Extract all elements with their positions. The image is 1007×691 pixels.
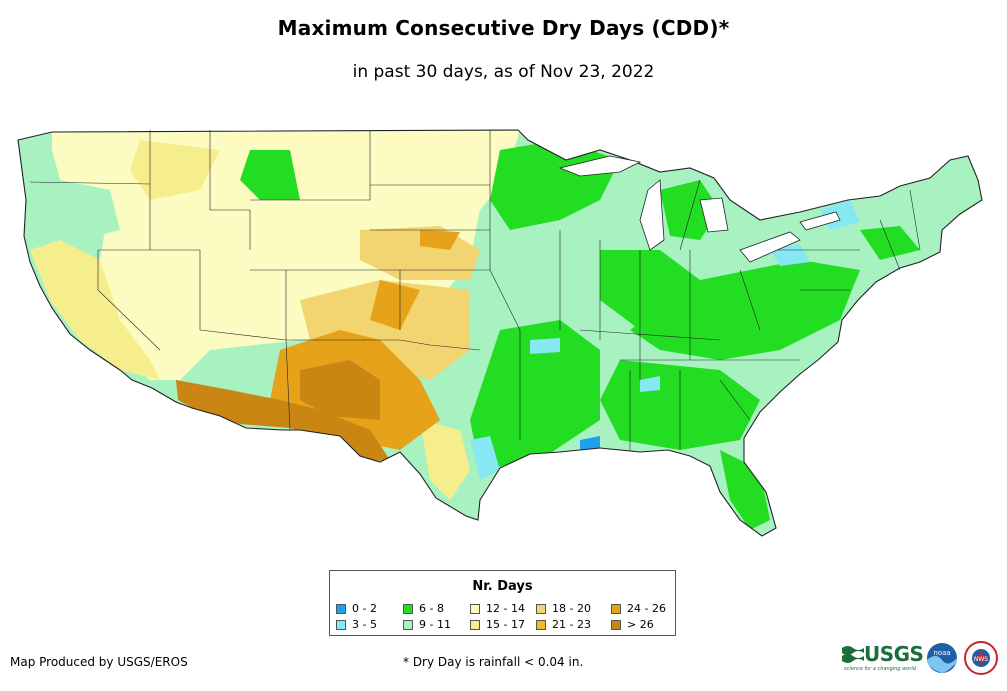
legend-swatch	[470, 619, 480, 630]
map-title: Maximum Consecutive Dry Days (CDD)*	[277, 16, 730, 40]
legend-swatch	[403, 619, 413, 630]
noaa-logo-text: noaa	[933, 649, 950, 657]
usgs-tagline: science for a changing world	[844, 666, 916, 672]
legend-label: 0 - 2	[352, 602, 377, 615]
legend-item: 3 - 5	[336, 618, 377, 631]
legend-label: 6 - 8	[419, 602, 444, 615]
legend-item: 24 - 26	[611, 602, 666, 615]
noaa-logo-icon: noaa	[927, 643, 957, 673]
legend-label: > 26	[627, 618, 654, 631]
legend-item: 21 - 23	[536, 618, 591, 631]
legend-swatch	[611, 619, 621, 630]
legend-swatch	[536, 603, 546, 614]
nws-logo-icon: NWS	[964, 641, 998, 675]
legend-item: 6 - 8	[403, 602, 444, 615]
legend-swatch	[403, 603, 413, 614]
dry-day-footnote: * Dry Day is rainfall < 0.04 in.	[403, 655, 584, 669]
legend-label: 3 - 5	[352, 618, 377, 631]
legend-swatch	[336, 603, 346, 614]
legend-label: 24 - 26	[627, 602, 666, 615]
map-producer-credit: Map Produced by USGS/EROS	[10, 655, 188, 669]
agency-logos: USGS science for a changing world noaa N…	[842, 638, 1002, 678]
legend-swatch	[536, 619, 546, 630]
legend-item: 12 - 14	[470, 602, 525, 615]
legend-item: 15 - 17	[470, 618, 525, 631]
legend-item: 9 - 11	[403, 618, 451, 631]
legend-swatch	[611, 603, 621, 614]
legend-item: 18 - 20	[536, 602, 591, 615]
legend-label: 18 - 20	[552, 602, 591, 615]
usgs-logo-icon	[842, 646, 864, 663]
legend-item: 0 - 2	[336, 602, 377, 615]
legend: Nr. Days 0 - 2 3 - 5 6 - 8 9 - 11 12 - 14 15 …	[329, 570, 676, 636]
legend-label: 12 - 14	[486, 602, 525, 615]
legend-item: > 26	[611, 618, 654, 631]
legend-title: Nr. Days	[472, 579, 533, 594]
nws-logo-text: NWS	[974, 656, 988, 663]
legend-swatch	[336, 619, 346, 630]
legend-label: 15 - 17	[486, 618, 525, 631]
map-subtitle: in past 30 days, as of Nov 23, 2022	[352, 62, 655, 82]
usgs-logo-text: USGS	[864, 642, 924, 666]
legend-label: 21 - 23	[552, 618, 591, 631]
legend-swatch	[470, 603, 480, 614]
legend-label: 9 - 11	[419, 618, 451, 631]
